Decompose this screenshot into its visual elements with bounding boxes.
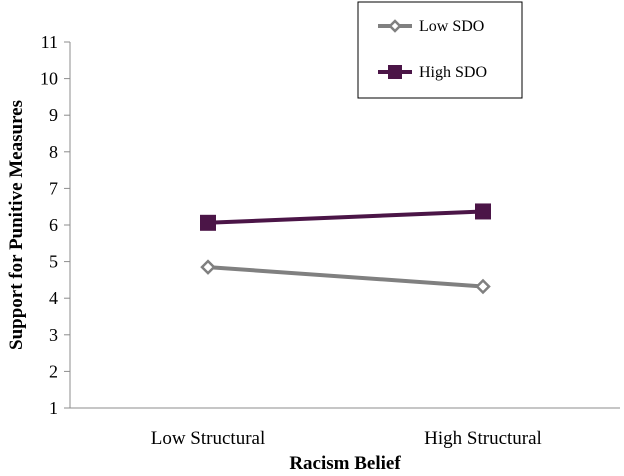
data-point [200,214,216,231]
x-axis-title: Racism Belief [289,453,401,474]
y-tick-label: 9 [49,105,58,125]
y-tick-label: 3 [49,325,58,345]
y-tick-label: 7 [49,178,58,198]
data-point [475,278,491,295]
series-line [207,209,484,225]
y-tick-label: 11 [41,32,58,52]
legend-marker [388,19,402,33]
series-low-sdo [200,259,491,295]
y-tick-label: 2 [49,361,58,381]
y-axis-title: Support for Punitive Measures [6,100,27,350]
legend-marker [388,65,402,79]
legend-label: High SDO [419,64,487,81]
series-high-sdo [200,203,491,231]
y-tick-label: 10 [40,69,58,89]
y-tick-label: 5 [49,252,58,272]
y-tick-label: 4 [49,288,58,308]
legend-entry: High SDO [378,64,487,81]
x-category-label: High Structural [424,428,542,449]
x-category-label: Low Structural [151,428,266,449]
data-point [200,259,216,275]
y-tick-label: 6 [49,215,58,235]
y-tick-label: 1 [49,398,58,418]
axes: 1 2 3 4 5 6 7 8 9 10 11 Low Structural High Structu… [40,32,620,449]
y-axis-ticks: 1 2 3 4 5 6 7 8 9 10 11 [40,32,70,418]
legend-box [357,1,523,99]
legend-entry: Low SDO [378,18,484,35]
series-layer [200,203,491,295]
y-tick-label: 8 [49,142,58,162]
legend: Low SDO High SDO [357,1,523,99]
x-axis-categories: Low Structural High Structural [151,428,542,449]
series-line [207,265,484,289]
data-point [475,203,491,220]
legend-label: Low SDO [419,18,484,35]
